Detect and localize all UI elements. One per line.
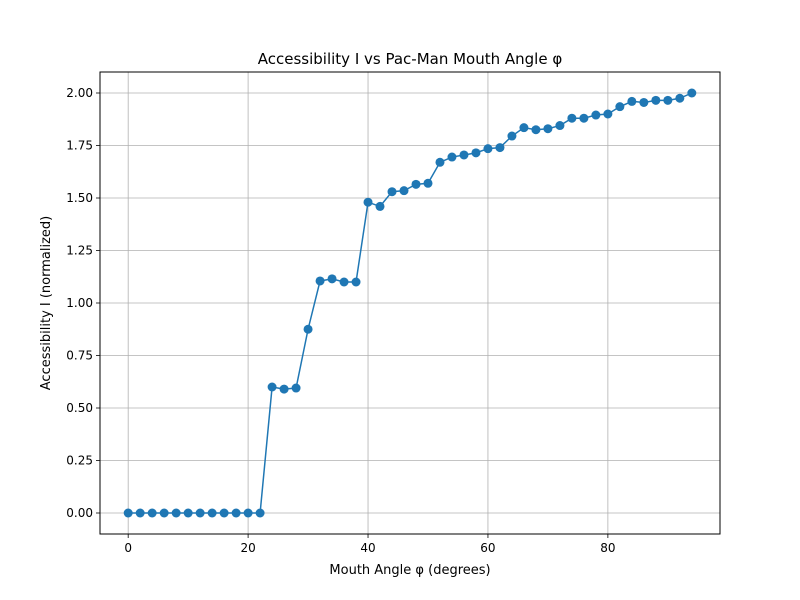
data-point [231, 508, 241, 518]
data-point [543, 124, 553, 134]
x-axis-label: Mouth Angle φ (degrees) [329, 563, 490, 578]
chart-title: Accessibility I vs Pac-Man Mouth Angle φ [258, 50, 563, 68]
grid-lines [100, 72, 720, 534]
data-point [267, 382, 277, 392]
data-point [435, 157, 445, 167]
data-point [219, 508, 229, 518]
x-tick-label: 80 [600, 541, 615, 555]
data-point [399, 186, 409, 196]
data-point [459, 150, 469, 160]
data-point [303, 324, 313, 334]
data-point [471, 148, 481, 158]
data-point [255, 508, 265, 518]
y-tick-label: 0.25 [66, 454, 93, 468]
y-tick-label: 2.00 [66, 86, 93, 100]
data-point [183, 508, 193, 518]
data-point [351, 277, 361, 287]
data-point [603, 109, 613, 119]
y-tick-label: 1.50 [66, 191, 93, 205]
x-axis-ticks: 0 20 40 60 80 [124, 534, 616, 555]
y-tick-label: 0.00 [66, 506, 93, 520]
data-point [483, 144, 493, 154]
data-point [291, 383, 301, 393]
data-point [339, 277, 349, 287]
data-point [243, 508, 253, 518]
data-point [627, 96, 637, 106]
data-point [411, 179, 421, 189]
y-tick-label: 1.00 [66, 296, 93, 310]
data-point [159, 508, 169, 518]
series-layer [123, 88, 697, 518]
x-tick-label: 0 [124, 541, 132, 555]
x-tick-label: 20 [240, 541, 255, 555]
x-tick-label: 60 [480, 541, 495, 555]
data-point [639, 97, 649, 107]
data-point [555, 121, 565, 131]
data-point [507, 131, 517, 141]
data-point [315, 276, 325, 286]
x-tick-label: 40 [360, 541, 375, 555]
data-point [651, 95, 661, 105]
y-axis-ticks: 0.00 0.25 0.50 0.75 1.00 1.25 1.50 1.75 2.00 [66, 86, 100, 520]
data-point [579, 113, 589, 123]
y-tick-label: 1.25 [66, 244, 93, 258]
data-point [663, 95, 673, 105]
y-tick-label: 0.75 [66, 349, 93, 363]
data-point [363, 197, 373, 207]
data-point [519, 123, 529, 133]
data-point [207, 508, 217, 518]
data-point [615, 102, 625, 112]
data-point [423, 178, 433, 188]
data-point [195, 508, 205, 518]
data-point [387, 187, 397, 197]
data-point [531, 125, 541, 135]
y-axis-label: Accessibility I (normalized) [39, 216, 54, 390]
data-point [147, 508, 157, 518]
data-point [327, 274, 337, 284]
y-tick-label: 0.50 [66, 401, 93, 415]
data-point [567, 113, 577, 123]
data-point [447, 152, 457, 162]
data-point [123, 508, 133, 518]
data-point [675, 93, 685, 103]
data-point [171, 508, 181, 518]
y-tick-label: 1.75 [66, 139, 93, 153]
data-point [375, 201, 385, 211]
data-point [135, 508, 145, 518]
data-point [495, 143, 505, 153]
data-point [279, 384, 289, 394]
data-point [687, 88, 697, 98]
data-point [591, 110, 601, 120]
